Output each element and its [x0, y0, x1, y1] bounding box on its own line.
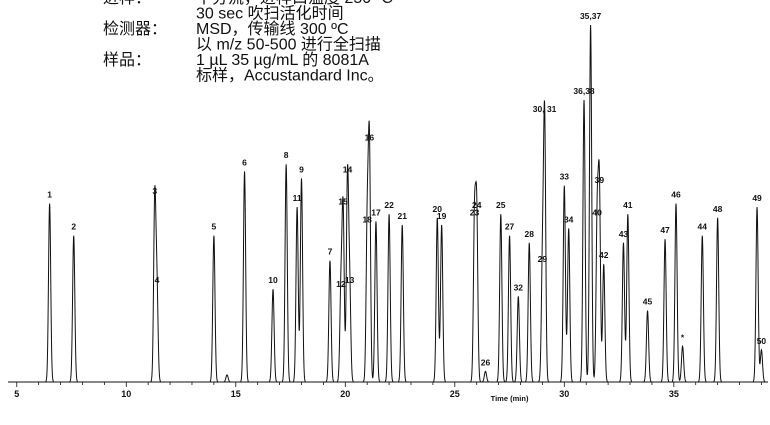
peak-label: 21 [398, 211, 408, 221]
peak-label: 14 [343, 165, 353, 175]
peak-label: 8 [284, 150, 289, 160]
peak-label: 39 [595, 175, 605, 185]
peak-label: 23 [470, 207, 480, 217]
peak-label: 24 [472, 200, 482, 210]
x-tick-label: 20 [340, 389, 350, 399]
x-tick-label: 30 [559, 389, 569, 399]
peak-label: 7 [328, 247, 333, 257]
peak-label: 47 [660, 225, 670, 235]
peak-label: 28 [525, 229, 535, 239]
peak-label: 10 [268, 275, 278, 285]
peak-label: 40 [592, 207, 602, 217]
peak-label: 4 [155, 275, 160, 285]
x-tick-label: 5 [14, 389, 19, 399]
peak-label: 50 [757, 336, 767, 346]
x-tick-label: 15 [231, 389, 241, 399]
peak-label: 30, 31 [533, 104, 557, 114]
peak-label: 9 [299, 165, 304, 175]
peak-label: 49 [752, 193, 762, 203]
peak-label: 33 [560, 172, 570, 182]
peak-label: * [681, 332, 685, 342]
peak-label: 19 [437, 211, 447, 221]
peak-label: 43 [619, 229, 629, 239]
method-info-line: 30 sec 吹扫活化时间 [196, 5, 344, 23]
peak-label: 16 [365, 132, 375, 142]
peak-label: 20 [433, 204, 443, 214]
peak-label: 11 [293, 193, 302, 203]
x-tick-label: 10 [121, 389, 131, 399]
peak-label: 29 [538, 254, 548, 264]
peak-label: 46 [671, 190, 681, 200]
x-axis: 5 10 15 20 25 30 35 Time (min) [8, 381, 768, 403]
peak-label: 22 [384, 200, 394, 210]
peak-label: 17 [371, 207, 381, 217]
method-info-label: 进样： [103, 0, 151, 7]
peak-label: 6 [242, 157, 247, 167]
x-axis-title: Time (min) [491, 394, 529, 403]
peak-label: 27 [505, 222, 515, 232]
peak-label: 13 [345, 275, 355, 285]
peak-label: 44 [698, 222, 708, 232]
peak-label: 35,37 [580, 11, 602, 21]
peak-label: 42 [599, 250, 609, 260]
method-info-line: 标样，Accustandard Inc。 [196, 67, 384, 85]
method-info-line: 以 m/z 50-500 进行全扫描 [196, 36, 381, 54]
peak-label: 15 [338, 197, 348, 207]
peak-label: 25 [496, 200, 506, 210]
peak-label: 36,38 [573, 86, 595, 96]
method-info-label: 样品： [103, 50, 151, 69]
method-info-line: 1 µL 35 µg/mL 的 8081A [196, 51, 369, 69]
peak-label: 2 [71, 222, 76, 232]
method-info-line: 不分流，进样口温度 250 ºC [196, 0, 393, 7]
peak-label: 41 [623, 200, 633, 210]
method-info-label: 检测器： [103, 19, 167, 38]
peak-label: 34 [564, 214, 574, 224]
peak-label: 3 [152, 186, 157, 196]
x-tick-label: 35 [669, 389, 679, 399]
peak-label: 1 [47, 190, 52, 200]
peak-label: 26 [481, 357, 491, 367]
peak-label: 18 [362, 214, 372, 224]
peak-label: 32 [514, 282, 524, 292]
method-info-line: MSD，传输线 300 ºC [196, 20, 349, 38]
peak-label: 12 [336, 279, 346, 289]
peak-label: 45 [643, 297, 653, 307]
peak-label: 5 [212, 222, 217, 232]
peak-label: 48 [713, 204, 723, 214]
x-tick-label: 25 [450, 389, 460, 399]
